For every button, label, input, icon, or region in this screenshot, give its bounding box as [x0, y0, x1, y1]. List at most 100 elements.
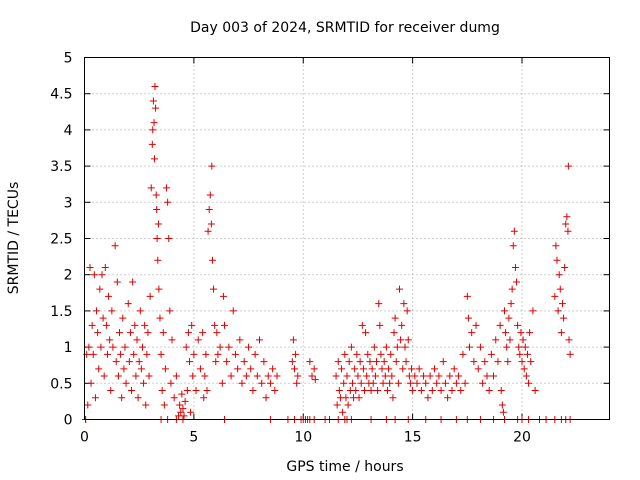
data-point	[113, 278, 121, 286]
data-point	[518, 358, 526, 366]
data-point	[273, 372, 281, 380]
data-point	[551, 292, 559, 300]
data-point	[231, 350, 239, 358]
y-tick-label: 5	[64, 51, 73, 67]
data-point	[402, 358, 410, 366]
data-point	[103, 350, 111, 358]
data-point	[446, 372, 454, 380]
data-point	[258, 379, 266, 387]
data-point	[141, 321, 149, 329]
data-point	[520, 365, 528, 373]
data-point	[208, 256, 216, 264]
data-point	[264, 372, 272, 380]
data-point	[472, 321, 480, 329]
data-point	[501, 307, 508, 315]
data-point	[310, 365, 318, 373]
data-point	[556, 285, 564, 293]
data-point	[122, 379, 130, 387]
data-point	[481, 358, 489, 366]
data-point	[187, 408, 195, 416]
data-point	[420, 372, 428, 380]
data-point	[509, 242, 517, 250]
data-point	[560, 314, 568, 322]
data-point	[172, 372, 180, 380]
data-point	[558, 300, 566, 308]
data-point	[119, 314, 127, 322]
data-point	[151, 155, 158, 163]
tick-layer: 0 0.5 1 1.5 2 2.5 3 3.5 4 4.5 5 0 5 10 15 20	[50, 51, 610, 446]
data-point	[352, 387, 360, 395]
data-point	[256, 336, 263, 344]
data-point	[555, 271, 563, 279]
x-tick-label: 5	[189, 430, 198, 446]
data-point	[422, 379, 430, 387]
data-point	[213, 329, 221, 337]
data-point	[459, 350, 467, 358]
data-point	[378, 365, 386, 373]
data-point	[183, 387, 191, 395]
data-point	[390, 329, 398, 337]
data-point	[147, 184, 155, 192]
data-point	[388, 372, 396, 380]
y-tick-label: 4	[64, 123, 73, 139]
data-point	[116, 329, 123, 337]
data-point	[356, 358, 364, 366]
y-tick-label: 3.5	[50, 159, 72, 175]
data-point	[357, 379, 365, 387]
data-point	[151, 82, 159, 90]
data-point	[463, 292, 471, 300]
data-point	[234, 365, 242, 373]
data-point	[366, 358, 374, 366]
data-point	[131, 321, 139, 329]
data-point	[154, 256, 162, 264]
data-point	[311, 376, 319, 384]
data-point	[506, 336, 514, 344]
data-point	[529, 307, 537, 315]
data-point	[466, 343, 473, 351]
data-point	[503, 343, 511, 351]
data-point	[121, 343, 129, 351]
data-point	[474, 365, 482, 373]
data-point	[107, 387, 115, 395]
data-point	[247, 365, 255, 373]
data-point	[519, 336, 527, 344]
data-point	[375, 300, 383, 308]
data-point	[461, 379, 469, 387]
data-point	[152, 191, 160, 199]
data-point	[206, 191, 214, 199]
data-point	[505, 314, 513, 322]
data-point	[353, 350, 361, 358]
data-point	[364, 350, 372, 358]
data-point	[203, 387, 211, 395]
data-point	[161, 365, 169, 373]
data-point	[306, 358, 314, 366]
data-point	[431, 365, 438, 373]
data-point	[426, 372, 434, 380]
data-point	[437, 387, 445, 395]
data-point	[566, 350, 574, 358]
data-point	[409, 387, 417, 395]
data-point	[108, 307, 116, 315]
data-point	[153, 235, 161, 242]
y-tick-label: 1.5	[50, 304, 72, 320]
data-point	[100, 372, 108, 380]
data-point	[135, 358, 143, 366]
data-point	[347, 343, 355, 351]
data-point	[464, 314, 472, 322]
data-point	[293, 379, 301, 387]
data-point	[84, 401, 92, 409]
data-point	[245, 343, 253, 351]
data-point	[149, 97, 157, 105]
data-point	[455, 372, 463, 380]
data-point	[249, 387, 257, 395]
data-point	[444, 394, 452, 402]
data-point	[105, 292, 113, 300]
data-point	[86, 263, 94, 271]
data-point	[221, 321, 228, 329]
data-point	[523, 350, 531, 358]
data-point	[399, 365, 407, 373]
data-point	[389, 394, 397, 402]
data-point	[387, 350, 395, 358]
data-point	[526, 329, 534, 337]
data-point	[354, 372, 362, 380]
